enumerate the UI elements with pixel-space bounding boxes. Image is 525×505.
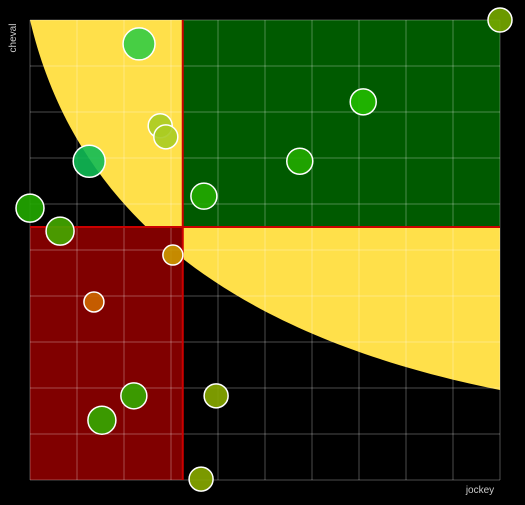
point bbox=[203, 383, 229, 409]
point bbox=[83, 291, 105, 313]
point bbox=[162, 244, 184, 266]
point bbox=[87, 405, 117, 435]
point bbox=[188, 466, 214, 492]
point bbox=[72, 144, 106, 178]
x-axis-label: jockey bbox=[465, 485, 494, 496]
point bbox=[349, 88, 377, 116]
point bbox=[45, 216, 75, 246]
point bbox=[120, 382, 148, 410]
point bbox=[122, 27, 156, 61]
point bbox=[190, 182, 218, 210]
green-zone bbox=[182, 20, 500, 227]
point bbox=[487, 7, 513, 33]
red-zone bbox=[30, 227, 183, 480]
point bbox=[286, 147, 314, 175]
y-axis-label: cheval bbox=[8, 24, 19, 53]
plot bbox=[15, 7, 513, 492]
point bbox=[15, 193, 45, 223]
point bbox=[153, 124, 179, 150]
